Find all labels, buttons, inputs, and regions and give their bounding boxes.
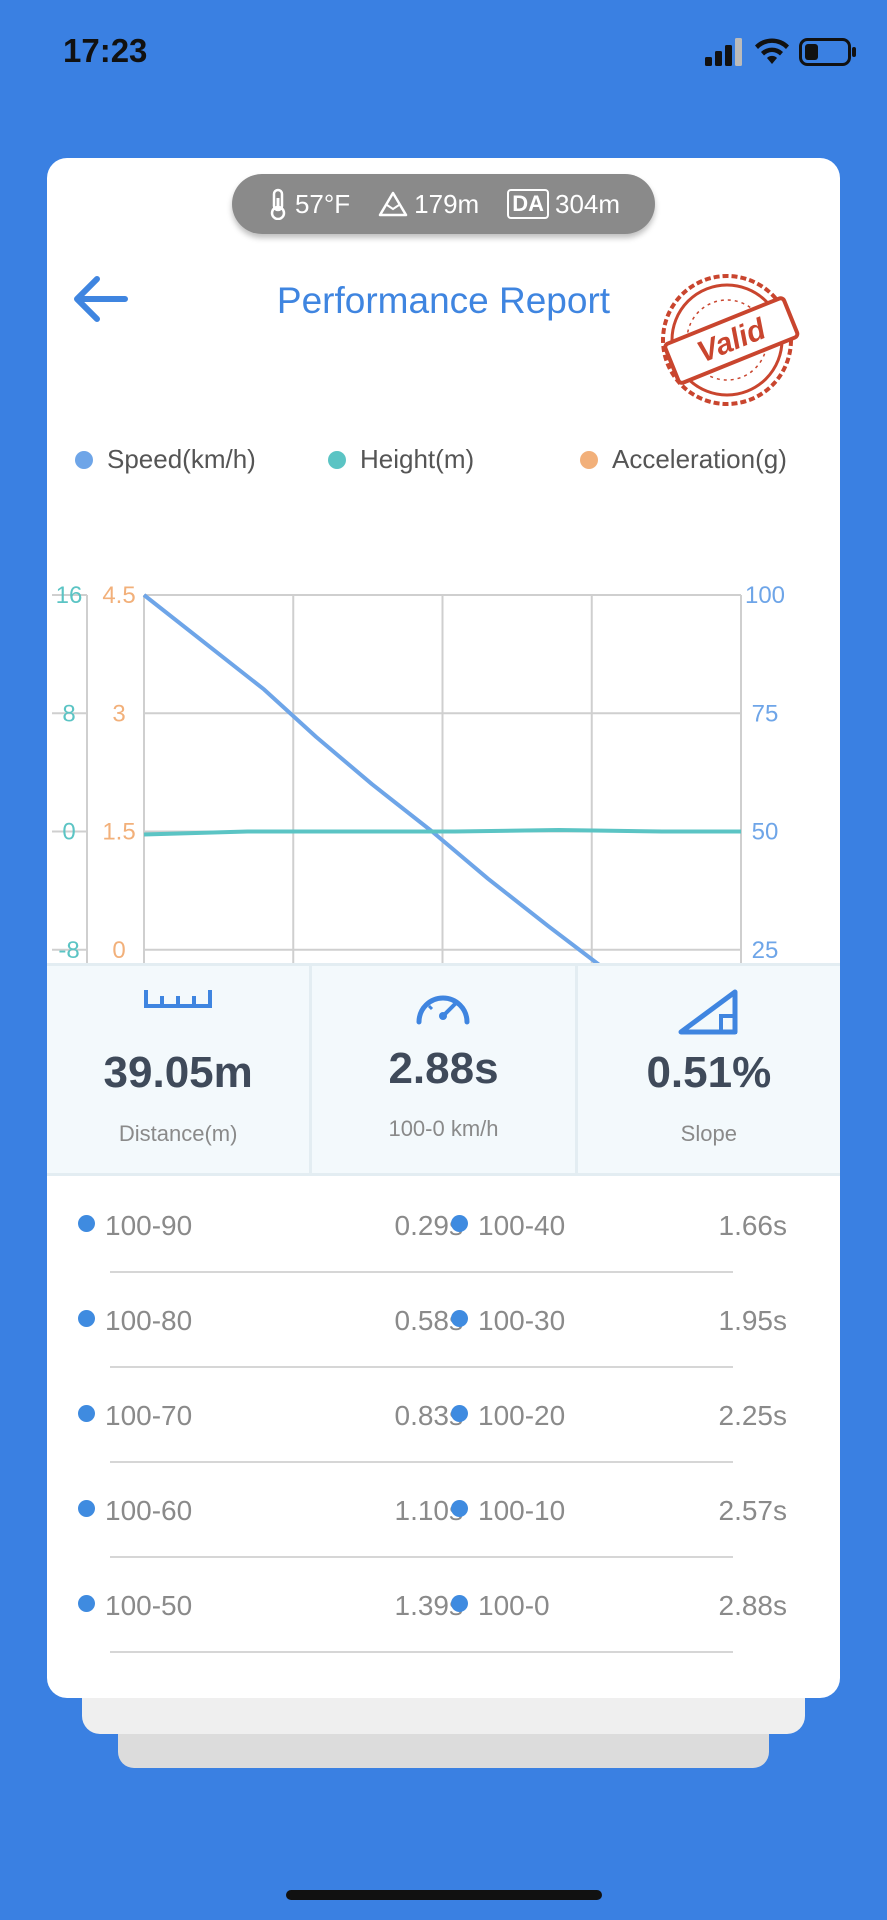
mountain-icon [378,191,408,217]
slope-value: 0.51% [646,1048,772,1097]
speedometer-icon [416,995,470,1025]
split-time: 0.83s [394,1400,464,1431]
signal-icon [705,38,742,66]
split-row: 100-50 1.39s 100-0 2.88s [47,1558,840,1653]
accel-tick-label: 4.5 [102,582,135,609]
legend-height-dot [328,450,346,469]
time-label: 100-0 km/h [388,1116,499,1141]
row-divider [110,1651,733,1653]
split-label: 100-90 [78,1210,192,1244]
split-time: 2.88s [718,1590,788,1621]
conditions-pill: 57°F 179m DA 304m [232,174,655,234]
height-line [143,828,741,837]
stat-distance: 39.05m Distance(m) [47,966,313,1173]
row-divider [110,1271,733,1273]
legend-acceleration-dot [580,450,598,469]
battery-icon [799,38,856,66]
stat-slope: 0.51% Slope [578,966,840,1173]
split-bullet [78,1215,95,1232]
speed-tick-label: 75 [752,700,779,727]
slope-icon [678,989,738,1035]
status-time: 17:23 [63,32,148,69]
split-label: 100-0 [451,1590,550,1624]
stats-panel: 39.05m Distance(m) 2.88s 100-0 km/h 0.51… [47,963,840,1176]
split-bullet [78,1405,95,1422]
report-card: 57°F 179m DA 304m Performance Report Val… [47,158,840,1698]
split-label: 100-60 [78,1495,192,1529]
speed-tick-label: 100 [745,582,785,609]
density-altitude-value: 304m [554,188,621,219]
split-row: 100-60 1.10s 100-10 2.57s [47,1463,840,1558]
split-label: 100-40 [451,1210,565,1244]
split-label: 100-20 [451,1400,565,1434]
chart-legend: Speed(km/h) Height(m) Acceleration(g) [75,444,815,484]
distance-label: Distance(m) [118,1121,238,1146]
valid-stamp: Valid [661,274,800,406]
split-time: 0.58s [394,1305,464,1336]
accel-tick-label: 0 [112,937,125,964]
split-time: 2.25s [718,1400,788,1431]
row-divider [110,1461,733,1463]
da-badge: DA [507,189,549,219]
accel-tick-label: 1.5 [102,819,135,846]
split-bullet [78,1310,95,1327]
split-bullet [451,1215,468,1232]
legend-speed: Speed(km/h) [75,444,256,475]
split-label: 100-30 [451,1305,565,1339]
height-tick-label: 8 [62,700,75,727]
split-time: 1.95s [718,1305,788,1336]
height-tick-label: -8 [58,937,79,964]
split-bullet [451,1310,468,1327]
row-divider [110,1556,733,1558]
temperature-value: 57°F [294,188,351,219]
page-title: Performance Report [276,280,611,321]
back-arrow-icon[interactable] [69,273,131,325]
split-time: 0.29s [394,1210,464,1241]
legend-height: Height(m) [328,444,474,475]
wifi-icon [755,38,789,64]
split-time: 2.57s [718,1495,788,1526]
split-label: 100-50 [78,1590,192,1624]
split-time: 1.66s [718,1210,788,1241]
time-value: 2.88s [388,1044,499,1093]
split-time: 1.39s [394,1590,464,1621]
split-bullet [78,1500,95,1517]
speed-tick-label: 50 [752,819,779,846]
speed-tick-label: 25 [752,937,779,964]
split-bullet [451,1405,468,1422]
split-label: 100-10 [451,1495,565,1529]
accel-tick-label: 3 [112,700,125,727]
altitude-value: 179m [414,188,480,219]
legend-speed-dot [75,450,93,469]
ruler-icon [144,990,213,1008]
split-row: 100-90 0.29s 100-40 1.66s [47,1178,840,1273]
split-label: 100-80 [78,1305,192,1339]
split-bullet [78,1595,95,1612]
legend-acceleration-label: Acceleration(g) [612,444,787,474]
split-bullet [451,1500,468,1517]
row-divider [110,1366,733,1368]
distance-value: 39.05m [103,1048,253,1097]
thermometer-icon [270,188,286,220]
split-time: 1.10s [394,1495,464,1526]
legend-acceleration: Acceleration(g) [580,444,787,475]
stat-time: 2.88s 100-0 km/h [312,966,578,1173]
home-indicator [286,1890,602,1900]
height-tick-label: 16 [56,582,83,609]
split-bullet [451,1595,468,1612]
slope-label: Slope [680,1121,737,1146]
split-row: 100-80 0.58s 100-30 1.95s [47,1273,840,1368]
split-row: 100-70 0.83s 100-20 2.25s [47,1368,840,1463]
legend-height-label: Height(m) [360,444,475,474]
split-label: 100-70 [78,1400,192,1434]
legend-speed-label: Speed(km/h) [107,444,256,474]
height-tick-label: 0 [62,819,75,846]
